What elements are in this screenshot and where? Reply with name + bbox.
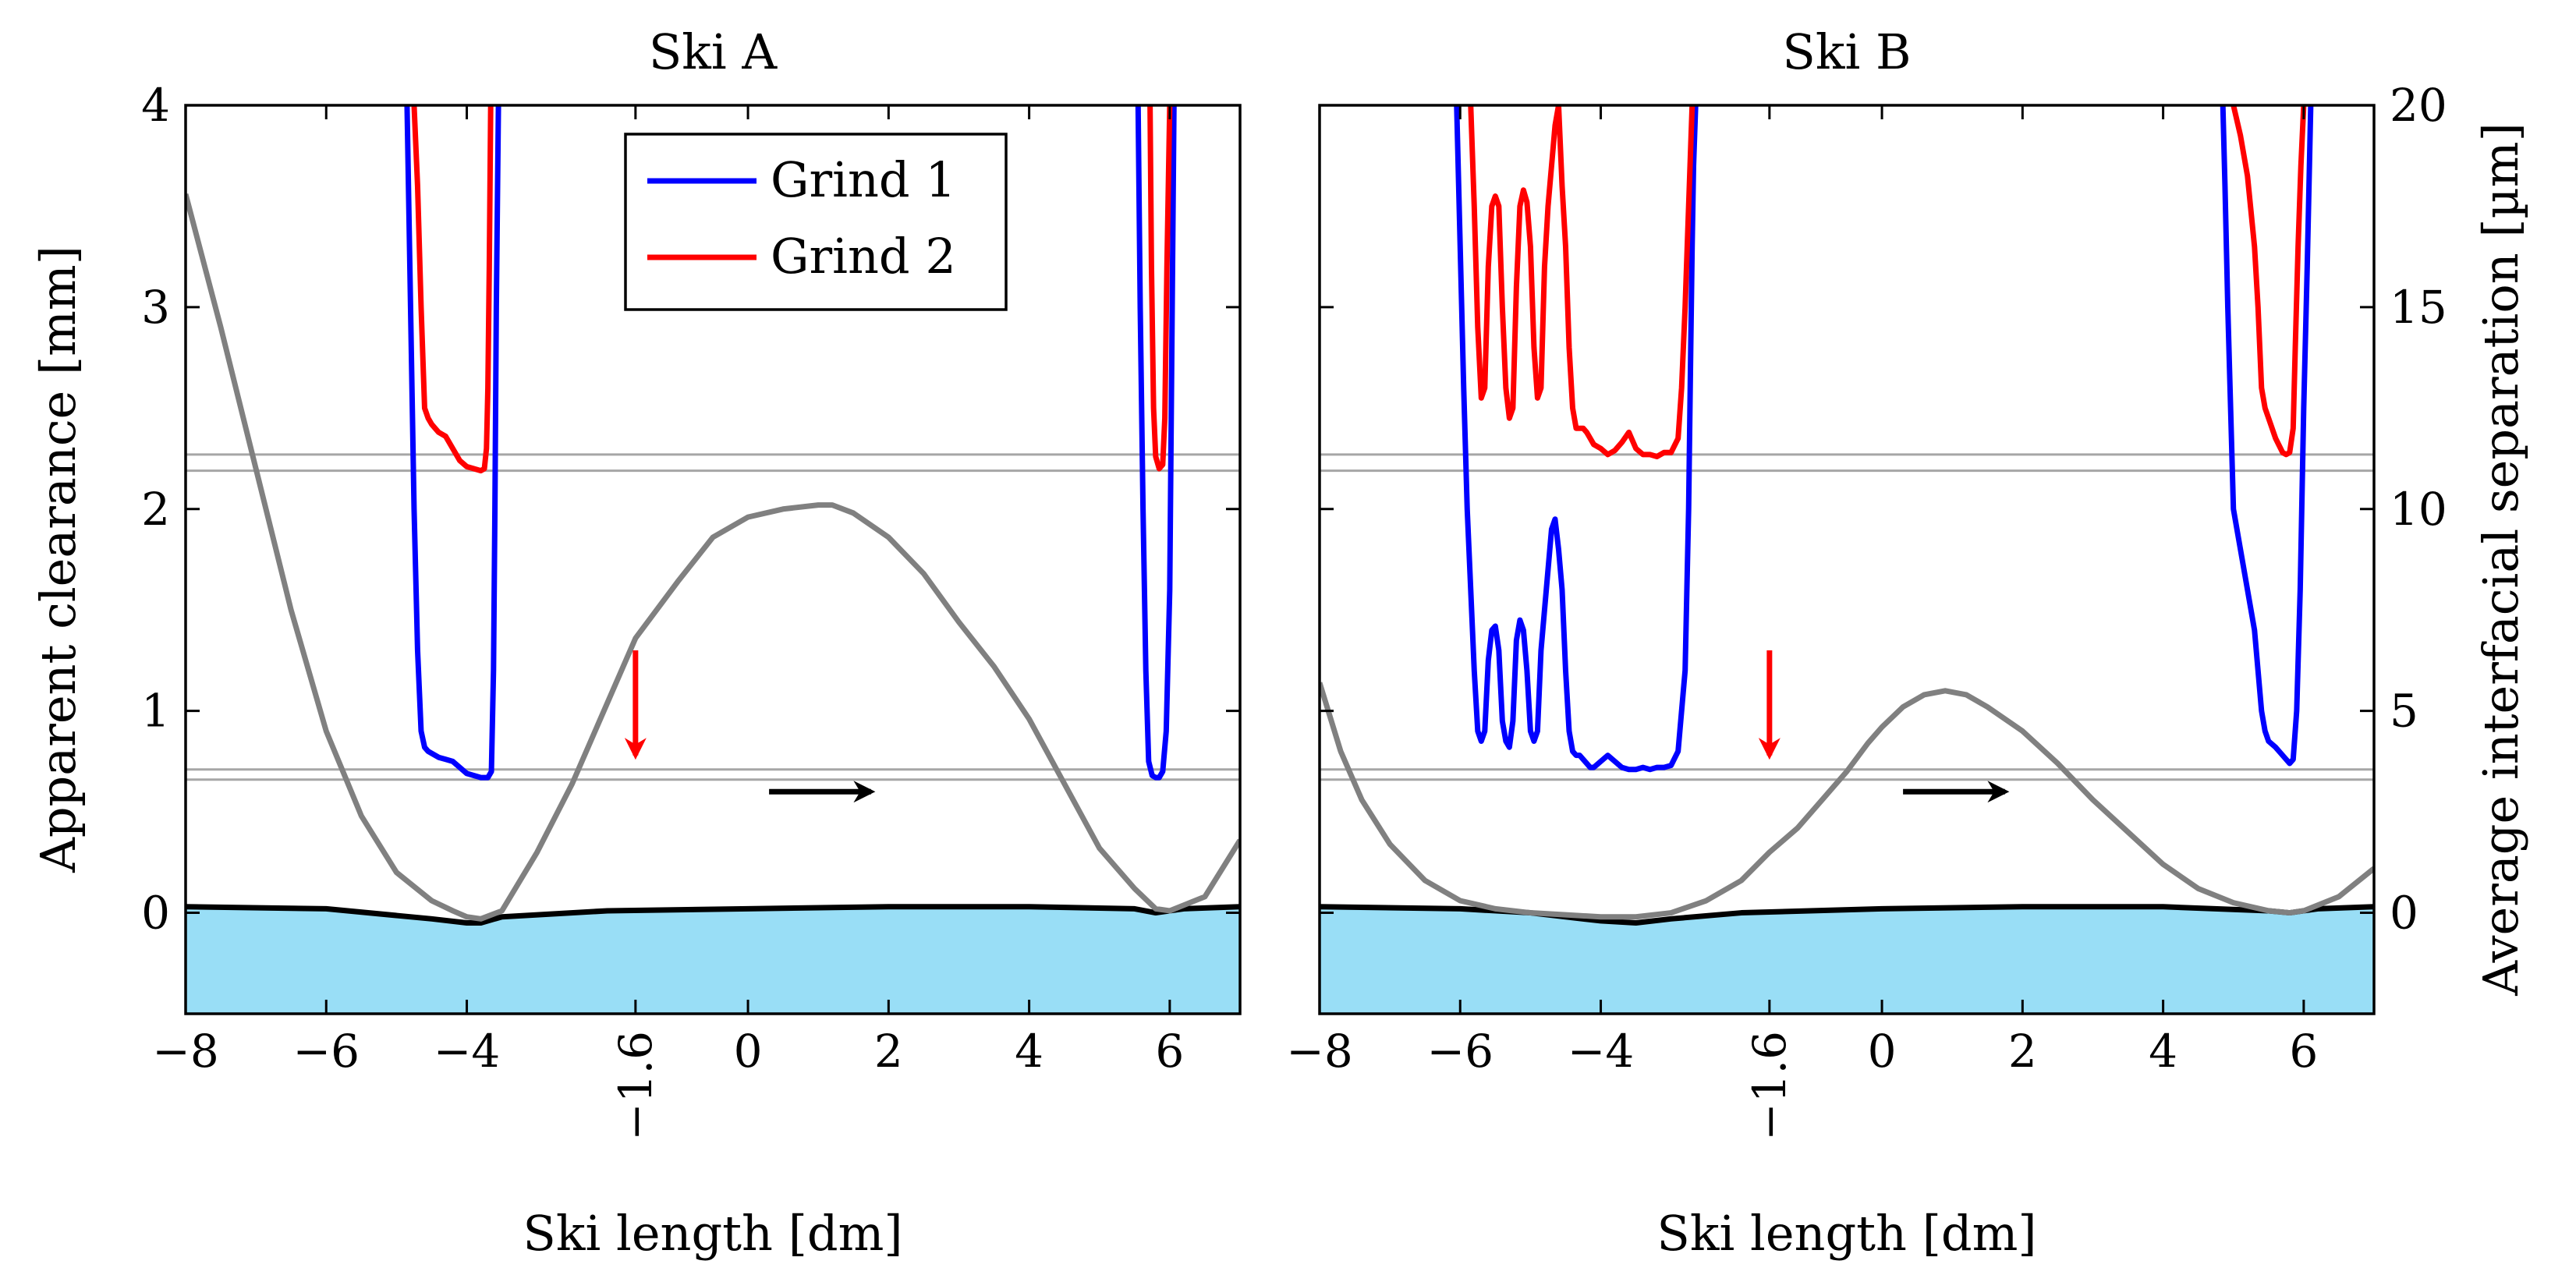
secondary-y-tick-label: 20: [2390, 79, 2447, 132]
x-special-tick-label: −1.6: [1743, 1031, 1796, 1141]
series-grind-2-line: [1147, 105, 1173, 472]
ground-layer: [1320, 904, 2374, 1014]
tick-layer: −8 −6 −4 0 2 4 6 −1.6 0 1 2 3 4: [141, 79, 1240, 1141]
plot-frame-a: [184, 104, 1242, 1015]
series-grind-1-line: [1135, 105, 1177, 781]
ground-fill: [1320, 906, 2374, 1014]
x-tick-label: 2: [874, 1025, 903, 1078]
x-tick-label: 2: [2008, 1025, 2037, 1078]
x-tick-label: −4: [434, 1025, 501, 1078]
y-axis-label-a: Apparent clearance [mm]: [30, 246, 87, 873]
plot-frame-b: [1318, 104, 2376, 1015]
x-tick-label: 4: [2149, 1025, 2177, 1078]
chart-title-b: Ski B: [1782, 23, 1911, 80]
x-tick-label: 0: [1868, 1025, 1897, 1078]
x-tick-label: 0: [734, 1025, 763, 1078]
ground-layer: [186, 904, 1240, 1014]
series-layer: [404, 105, 1177, 781]
y-tick-label: 0: [141, 887, 170, 940]
legend-box: [624, 133, 1008, 311]
secondary-y-tick-label: 10: [2390, 483, 2447, 536]
y-tick-label: 1: [141, 685, 170, 738]
secondary-y-tick-label: 5: [2390, 685, 2418, 738]
x-tick-label: 6: [1155, 1025, 1184, 1078]
secondary-y-tick-label: 15: [2390, 281, 2447, 334]
panel-ski-a: −8 −6 −4 0 2 4 6 −1.6 0 1 2 3 4 Ski A Ski length [dm…: [30, 23, 1242, 1262]
separation-layer: [186, 193, 1240, 922]
panel-ski-b: −8 −6 −4 0 2 4 6 −1.6 0 5 10 15 20 Ski B Ski length …: [1286, 23, 2529, 1262]
ground-fill: [186, 906, 1240, 1014]
annotation-layer: [624, 650, 876, 803]
ground-profile-line: [186, 904, 1240, 926]
y-tick-label: 3: [141, 281, 170, 334]
legend-label-grind-1: Grind 1: [771, 151, 956, 208]
x-tick-label: −8: [1286, 1025, 1353, 1078]
x-tick-label: −6: [1427, 1025, 1494, 1078]
annotation-layer: [1758, 650, 2010, 803]
separation-curve: [1320, 682, 2374, 920]
series-grind-2-line: [411, 105, 494, 474]
separation-curve: [186, 193, 1240, 922]
x-tick-label: −4: [1568, 1025, 1635, 1078]
y-tick-label: 4: [141, 79, 170, 132]
reference-lines: [186, 453, 1240, 781]
x-tick-label: −8: [152, 1025, 219, 1078]
x-tick-label: −6: [293, 1025, 360, 1078]
x-axis-label-b: Ski length [dm]: [1657, 1205, 2036, 1262]
x-tick-label: 6: [2289, 1025, 2318, 1078]
secondary-y-tick-label: 0: [2390, 887, 2418, 940]
x-special-tick-label: −1.6: [609, 1031, 662, 1141]
legend: Grind 1 Grind 2: [624, 133, 1008, 311]
tick-layer: −8 −6 −4 0 2 4 6 −1.6 0 5 10 15 20: [1286, 79, 2447, 1141]
x-axis-label-a: Ski length [dm]: [523, 1205, 902, 1262]
chart-title-a: Ski A: [649, 23, 778, 80]
y-tick-label: 2: [141, 483, 170, 536]
x-tick-label: 4: [1015, 1025, 1044, 1078]
series-grind-1-line: [404, 105, 501, 781]
legend-label-grind-2: Grind 2: [771, 228, 956, 285]
series-grind-1-line: [2220, 105, 2314, 767]
series-layer: [1454, 105, 2314, 773]
series-grind-2-line: [2231, 105, 2307, 458]
secondary-y-axis-label: Average interfacial separation [µm]: [2472, 122, 2529, 997]
series-grind-2-line: [1468, 105, 1695, 459]
series-grind-1-line: [1454, 105, 1699, 773]
separation-layer: [1320, 682, 2374, 920]
